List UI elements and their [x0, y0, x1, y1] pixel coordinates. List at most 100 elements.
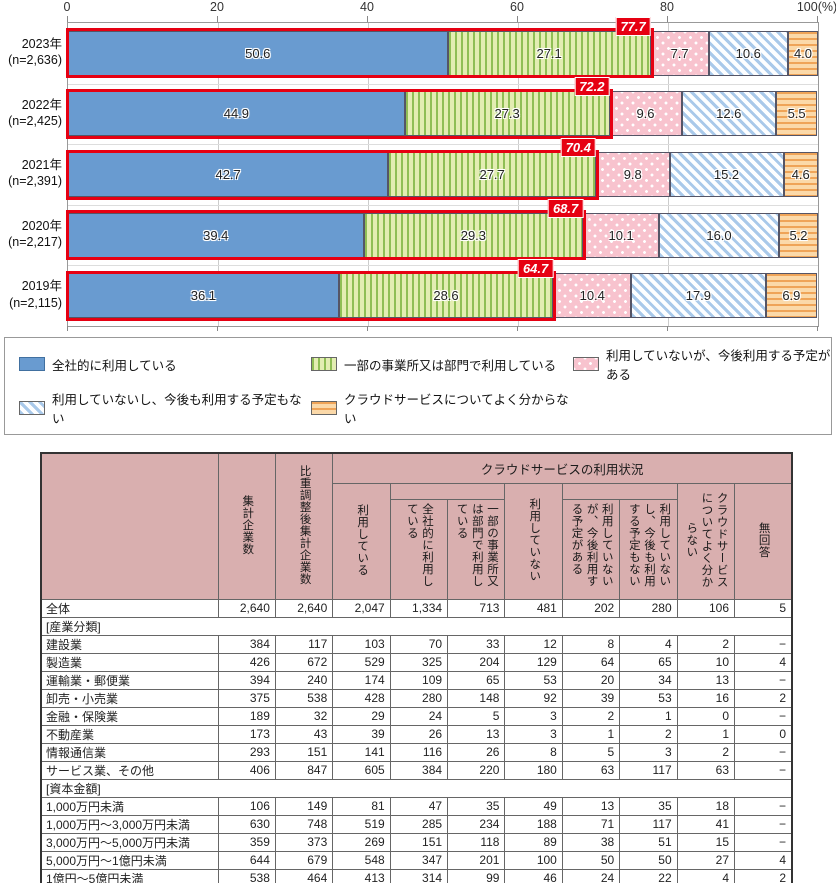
cell-value: 630 — [217, 814, 276, 834]
cell-value: 375 — [217, 688, 276, 708]
cell-value: 51 — [619, 832, 678, 852]
cell-value: 679 — [274, 850, 334, 870]
using-total-badge: 64.7 — [517, 259, 554, 279]
cell-value: 71 — [561, 814, 621, 834]
table-row: 金融・保険業 189 32 29 24 5 3 2 1 0− — [40, 706, 793, 726]
col-header-dont-know-label: クラウドサービスについてよく分からない — [685, 491, 728, 588]
segment-partial-use: 27.1 — [447, 30, 651, 76]
cell-value: 103 — [332, 634, 391, 654]
legend-swatch — [311, 401, 337, 415]
cell-value: 3 — [619, 742, 678, 762]
cell-value: 180 — [504, 760, 563, 780]
cell-value: 92 — [504, 688, 563, 708]
cell-value: 428 — [332, 688, 391, 708]
row-label: 建設業 — [40, 634, 219, 654]
table-row: 1,000万円未満 106 149 81 47 35 49 13 35 18− — [40, 796, 793, 816]
legend-label: 全社的に利用している — [52, 358, 177, 373]
cell-value: 41 — [676, 814, 736, 834]
axis-tick — [667, 16, 668, 22]
section-row: [資本金額] — [40, 778, 793, 798]
cell-value: 202 — [561, 598, 621, 618]
cell-value: 174 — [332, 670, 391, 690]
segment-partial-use: 27.7 — [388, 152, 596, 197]
sample-size-text: (n=2,217) — [8, 235, 62, 250]
segment-company-wide: 39.4 — [68, 212, 364, 258]
gridline-horizontal — [68, 144, 818, 146]
cell-value: 141 — [332, 742, 391, 762]
segment-no-plan: 16.0 — [659, 212, 779, 258]
table-row: 5,000万円～1億円未満 644 679 548 347 201 100 50 50 27 4 — [40, 850, 793, 870]
axis-tick — [217, 326, 218, 331]
cell-value: 280 — [389, 688, 449, 708]
row-label: 全体 — [40, 598, 219, 618]
row-label: 5,000万円～1億円未満 — [40, 850, 219, 870]
row-label: 金融・保険業 — [40, 706, 219, 726]
cell-value: 347 — [389, 850, 449, 870]
axis-tick-label: 0 — [63, 0, 71, 14]
cell-value: 384 — [389, 760, 449, 780]
axis-tick — [217, 16, 218, 22]
cell-value: 325 — [389, 652, 449, 672]
legend-item: 利用していないし、今後も利用する予定もない — [19, 389, 311, 427]
cell-value: 33 — [447, 634, 506, 654]
legend-label: 利用していないし、今後も利用する予定もない — [52, 393, 302, 426]
cell-value: 13 — [561, 796, 621, 816]
cell-value: 359 — [217, 832, 276, 852]
table-row: サービス業、その他 406 847 605 384 220 180 63 117 63− — [40, 760, 793, 780]
cell-value: − — [734, 634, 793, 654]
cell-value: 65 — [447, 670, 506, 690]
cell-value: 538 — [217, 868, 276, 883]
cell-value: 149 — [274, 796, 334, 816]
table-header: 集計企業数 比重調整後集計企業数 クラウドサービスの利用状況 利用している 利用… — [40, 452, 793, 600]
cell-value: 204 — [447, 652, 506, 672]
cell-value: 46 — [504, 868, 563, 883]
axis-tick — [817, 16, 818, 22]
segment-dont-know: 5.5 — [776, 91, 818, 137]
cell-value: 47 — [389, 796, 449, 816]
cell-value: 548 — [332, 850, 391, 870]
col-header-using: 利用している — [332, 482, 391, 600]
cell-value: 12 — [504, 634, 563, 654]
col-header-plan-label: 利用していないが、今後利用する予定がある — [570, 502, 613, 587]
cell-value: 13 — [676, 670, 736, 690]
table-row: 情報通信業 293 151 141 116 26 8 5 3 2− — [40, 742, 793, 762]
sample-size-text: (n=2,391) — [8, 174, 62, 189]
legend-label: クラウドサービスについてよく分からない — [344, 393, 569, 426]
year-text: 2019年 — [21, 279, 62, 294]
cell-value: 106 — [676, 598, 736, 618]
table-row: 1億円～5億円未満 538 464 413 314 99 46 24 22 4 2 — [40, 868, 793, 883]
legend-item: 一部の事業所又は部門で利用している — [311, 345, 573, 383]
legend-item: クラウドサービスについてよく分からない — [311, 389, 573, 427]
cell-value: 35 — [447, 796, 506, 816]
cell-value: 38 — [561, 832, 621, 852]
col-header-not-using-label: 利用していない — [528, 497, 541, 582]
segment-dont-know: 4.0 — [788, 30, 818, 76]
table-row: 3,000万円～5,000万円未満 359 373 269 151 118 89 38 51 15… — [40, 832, 793, 852]
legend-swatch — [19, 401, 45, 415]
cell-value: 118 — [447, 832, 506, 852]
cell-value: 5 — [734, 598, 793, 618]
cell-value: 2 — [561, 706, 621, 726]
col-header-no-plan-label: 利用していないし、今後も利用する予定もない — [627, 502, 671, 587]
segment-no-plan: 15.2 — [669, 152, 784, 197]
row-label: 1億円～5億円未満 — [40, 868, 219, 883]
axis-tick — [517, 16, 518, 22]
cell-value: 27 — [676, 850, 736, 870]
year-text: 2023年 — [21, 37, 62, 52]
cell-value: 426 — [217, 652, 276, 672]
cell-value: 50 — [619, 850, 678, 870]
cell-value: 43 — [274, 724, 334, 744]
cell-value: 220 — [447, 760, 506, 780]
axis-tick-label: 100(%) — [796, 0, 836, 14]
cell-value: 117 — [274, 634, 334, 654]
cell-value: 0 — [734, 724, 793, 744]
axis-tick — [367, 16, 368, 22]
cell-value: 1 — [561, 724, 621, 744]
section-label: [産業分類] — [40, 616, 793, 636]
legend-item: 全社的に利用している — [19, 345, 311, 383]
cell-value: 32 — [274, 706, 334, 726]
cell-value: 4 — [676, 868, 736, 883]
cell-value: 4 — [619, 634, 678, 654]
segment-plan-to-use: 9.8 — [596, 152, 670, 197]
